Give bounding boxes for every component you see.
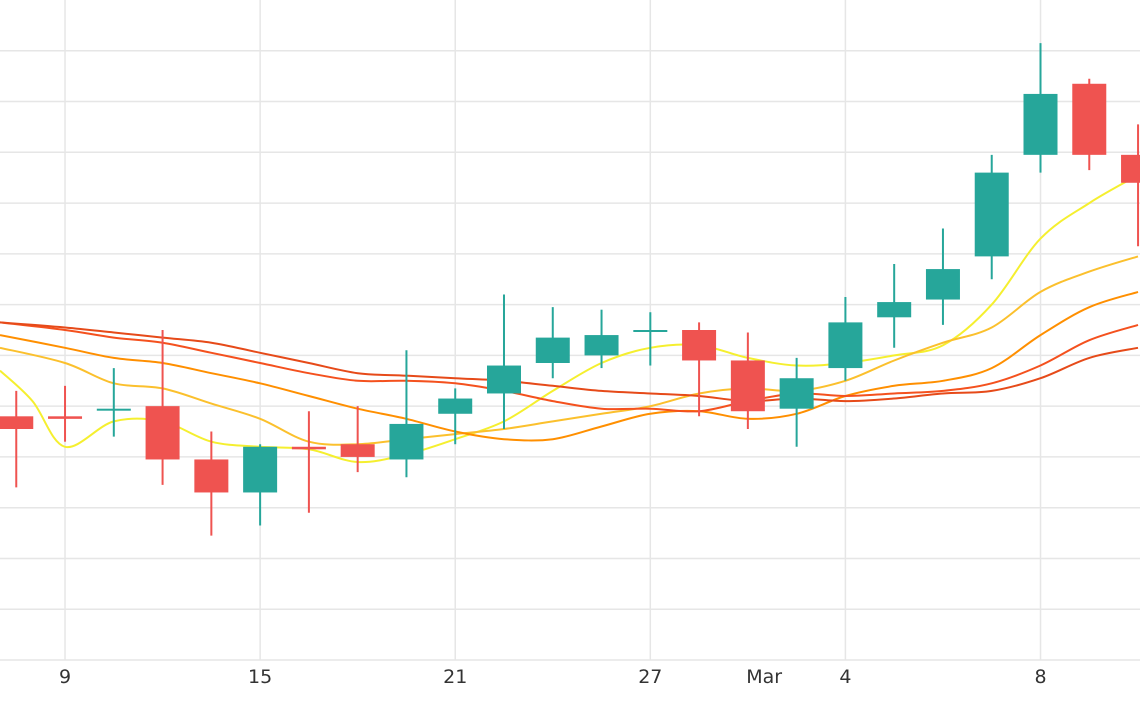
x-tick-label-4: Mar bbox=[746, 666, 782, 688]
candle-body bbox=[291, 446, 326, 450]
candle-4 bbox=[194, 431, 229, 536]
candle-19 bbox=[925, 228, 960, 325]
x-axis-tick-labels: 9 15 21 27 Mar 4 8 bbox=[59, 666, 1047, 688]
candle-15 bbox=[730, 332, 765, 429]
candle-body bbox=[194, 459, 229, 493]
candle-8 bbox=[389, 350, 424, 478]
candle-17 bbox=[828, 297, 863, 381]
candle-16 bbox=[779, 357, 814, 447]
moving-average-line-4 bbox=[0, 321, 1139, 403]
candle-body bbox=[48, 416, 83, 419]
candle-body bbox=[96, 408, 131, 411]
candle-0 bbox=[0, 390, 34, 488]
candle-body bbox=[145, 406, 180, 460]
candle-21 bbox=[1023, 43, 1058, 173]
x-tick-label-3: 27 bbox=[638, 666, 662, 688]
moving-average-line-1 bbox=[0, 255, 1139, 446]
candle-body bbox=[730, 360, 765, 412]
candle-13 bbox=[633, 312, 668, 366]
candle-body bbox=[1023, 93, 1058, 155]
candle-5 bbox=[243, 444, 278, 526]
candle-body bbox=[535, 337, 570, 363]
candle-body bbox=[243, 446, 278, 493]
candle-12 bbox=[584, 309, 619, 369]
candle-1 bbox=[48, 385, 83, 442]
candle-body bbox=[1072, 83, 1107, 155]
candle-body bbox=[340, 444, 375, 457]
candle-body bbox=[438, 398, 473, 414]
grid bbox=[0, 0, 1140, 661]
x-tick-label-0: 9 bbox=[59, 666, 71, 688]
candle-body bbox=[779, 378, 814, 409]
x-tick-label-2: 21 bbox=[443, 666, 467, 688]
candle-11 bbox=[535, 307, 570, 379]
candle-18 bbox=[877, 264, 912, 348]
candle-3 bbox=[145, 330, 180, 485]
candle-body bbox=[486, 365, 521, 394]
x-tick-label-1: 15 bbox=[248, 666, 272, 688]
candle-body bbox=[1121, 154, 1140, 183]
candle-body bbox=[925, 269, 960, 300]
candle-body bbox=[682, 330, 717, 361]
candle-6 bbox=[291, 411, 326, 513]
candle-2 bbox=[96, 368, 131, 437]
candle-14 bbox=[682, 322, 717, 417]
candle-10 bbox=[486, 294, 521, 429]
moving-average-line-3 bbox=[0, 321, 1139, 413]
candles bbox=[0, 43, 1140, 536]
candle-body bbox=[633, 330, 668, 332]
moving-average-line-2 bbox=[0, 290, 1139, 442]
candle-9 bbox=[438, 388, 473, 445]
candle-7 bbox=[340, 406, 375, 473]
candle-body bbox=[828, 322, 863, 369]
candle-body bbox=[0, 416, 34, 429]
candle-20 bbox=[974, 154, 1009, 280]
moving-average-lines bbox=[0, 174, 1139, 464]
candle-23 bbox=[1121, 124, 1140, 247]
x-tick-label-5: 4 bbox=[839, 666, 851, 688]
candle-body bbox=[389, 423, 424, 460]
candle-body bbox=[974, 172, 1009, 257]
candle-22 bbox=[1072, 78, 1107, 171]
candle-body bbox=[584, 335, 619, 356]
candle-body bbox=[877, 302, 912, 318]
x-tick-label-6: 8 bbox=[1034, 666, 1046, 688]
